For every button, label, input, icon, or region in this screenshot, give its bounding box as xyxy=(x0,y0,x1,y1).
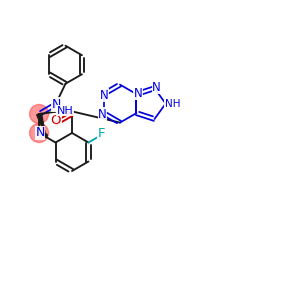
Text: F: F xyxy=(97,127,105,140)
Text: N: N xyxy=(52,98,61,111)
Text: N: N xyxy=(100,88,109,102)
Text: N: N xyxy=(35,127,45,140)
Polygon shape xyxy=(37,113,45,135)
Circle shape xyxy=(30,104,49,124)
Text: N: N xyxy=(152,81,161,94)
Text: N: N xyxy=(134,87,143,100)
Text: NH: NH xyxy=(165,99,180,109)
Text: O: O xyxy=(50,115,61,128)
Circle shape xyxy=(30,124,49,142)
Text: NH: NH xyxy=(57,106,73,116)
Text: N: N xyxy=(98,108,107,121)
